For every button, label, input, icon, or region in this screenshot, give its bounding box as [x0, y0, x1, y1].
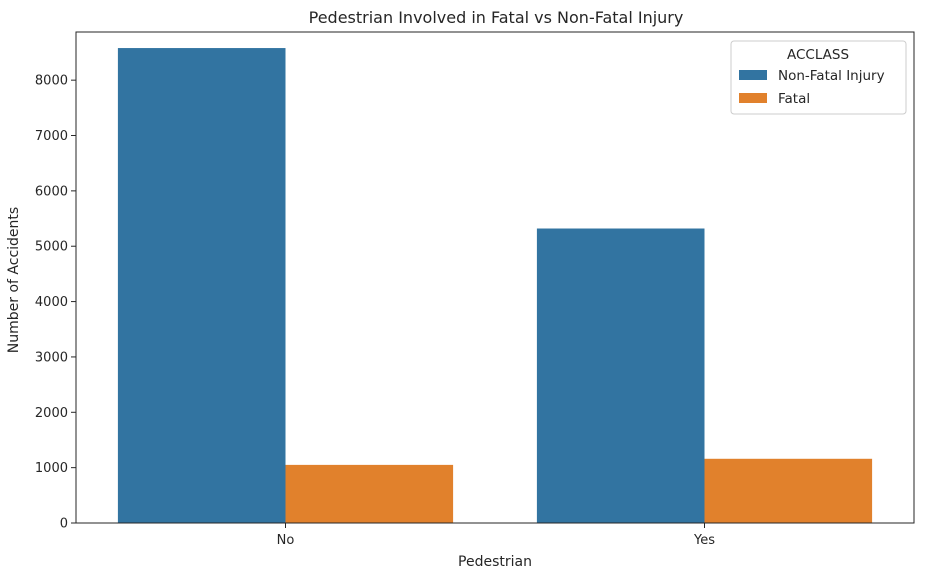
- x-axis-label: Pedestrian: [458, 554, 532, 570]
- x-tick-label-yes: Yes: [693, 533, 715, 548]
- legend-label-fatal: Fatal: [778, 91, 810, 107]
- y-tick-label: 6000: [35, 184, 68, 199]
- x-tick-label-no: No: [277, 533, 295, 548]
- y-tick-label: 1000: [35, 461, 68, 476]
- y-tick-label: 7000: [35, 129, 68, 144]
- x-axis-ticks: No Yes: [277, 523, 715, 548]
- y-tick-label: 2000: [35, 406, 68, 421]
- chart-title: Pedestrian Involved in Fatal vs Non-Fata…: [309, 8, 684, 27]
- legend-label-non-fatal-injury: Non-Fatal Injury: [778, 68, 885, 84]
- legend-swatch-non-fatal-injury: [739, 70, 767, 80]
- bar-fatal-no: [285, 464, 454, 523]
- y-tick-label: 5000: [35, 240, 68, 255]
- bar-non-fatal-injury-no: [117, 48, 286, 524]
- legend-swatch-fatal: [739, 93, 767, 103]
- legend-items: Non-Fatal Injury Fatal: [739, 68, 885, 107]
- legend-frame: [730, 40, 907, 115]
- y-tick-label: 0: [60, 517, 68, 532]
- legend: ACCLASS Non-Fatal Injury Fatal: [730, 40, 907, 115]
- plot-frame: [75, 31, 915, 524]
- bar-non-fatal-injury-yes: [536, 228, 705, 523]
- bar-fatal-yes: [704, 458, 873, 523]
- y-tick-label: 4000: [35, 295, 68, 310]
- y-axis-label: Number of Accidents: [6, 207, 22, 353]
- y-tick-label: 3000: [35, 350, 68, 365]
- legend-title: ACCLASS: [787, 47, 849, 63]
- y-tick-label: 8000: [35, 74, 68, 89]
- bars-group: [117, 48, 873, 524]
- y-axis-ticks: 0 1000 2000 3000 4000 5000 6000 7000 8000: [35, 74, 76, 532]
